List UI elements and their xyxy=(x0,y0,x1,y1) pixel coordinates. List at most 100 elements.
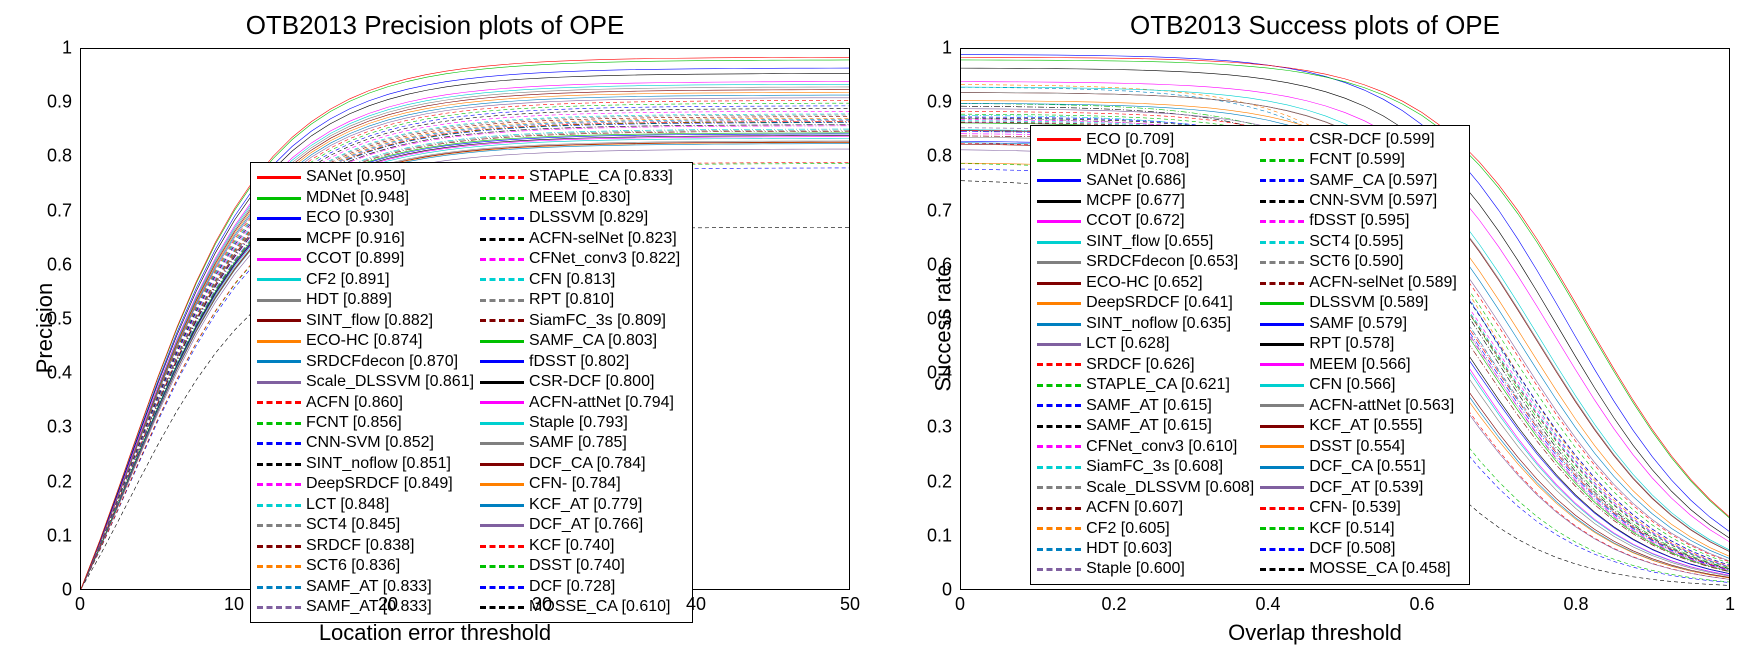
legend-row: Scale_DLSSVM [0.608] xyxy=(1037,478,1254,498)
legend-label: SCT6 [0.836] xyxy=(306,556,400,576)
legend-row: DeepSRDCF [0.641] xyxy=(1037,293,1254,313)
legend-label: CSR-DCF [0.599] xyxy=(1309,130,1434,150)
legend-label: MEEM [0.830] xyxy=(529,188,630,208)
legend-row: ACFN-attNet [0.563] xyxy=(1260,396,1457,416)
legend-swatch xyxy=(257,258,301,261)
legend-swatch xyxy=(257,217,301,220)
legend-label: CCOT [0.672] xyxy=(1086,211,1184,231)
xtick: 0.4 xyxy=(1255,594,1280,615)
legend-label: MDNet [0.948] xyxy=(306,188,409,208)
legend-swatch xyxy=(1037,384,1081,387)
legend-label: MOSSE_CA [0.458] xyxy=(1309,559,1450,579)
legend-swatch xyxy=(257,299,301,302)
legend-row: SCT6 [0.836] xyxy=(257,556,474,576)
legend-row: Staple [0.793] xyxy=(480,413,680,433)
ytick: 0.9 xyxy=(927,92,952,113)
legend-row: CF2 [0.891] xyxy=(257,270,474,290)
ytick: 0.5 xyxy=(47,309,72,330)
legend-label: KCF_AT [0.555] xyxy=(1309,416,1422,436)
legend-label: Staple [0.600] xyxy=(1086,559,1185,579)
legend-swatch xyxy=(1260,445,1304,448)
legend-swatch xyxy=(1260,282,1304,285)
xtick: 40 xyxy=(686,594,706,615)
legend-label: HDT [0.889] xyxy=(306,290,392,310)
legend-label: SCT6 [0.590] xyxy=(1309,252,1403,272)
legend-row: MCPF [0.677] xyxy=(1037,191,1254,211)
precision-panel: OTB2013 Precision plots of OPE Precision… xyxy=(10,10,860,646)
legend-row: CFNet_conv3 [0.822] xyxy=(480,249,680,269)
legend-swatch xyxy=(480,176,524,179)
legend-row: SINT_noflow [0.635] xyxy=(1037,314,1254,334)
legend-label: ACFN-selNet [0.823] xyxy=(529,229,677,249)
legend-swatch xyxy=(480,238,524,241)
legend-label: Scale_DLSSVM [0.608] xyxy=(1086,478,1254,498)
legend-row: CFN- [0.784] xyxy=(480,474,680,494)
legend-label: DCF_CA [0.551] xyxy=(1309,457,1426,477)
legend-row: DCF_CA [0.551] xyxy=(1260,457,1457,477)
legend-row: KCF_AT [0.779] xyxy=(480,495,680,515)
precision-plot-area: SANet [0.950]MDNet [0.948]ECO [0.930]MCP… xyxy=(80,48,850,590)
legend-label: SRDCFdecon [0.870] xyxy=(306,352,458,372)
legend-label: ACFN [0.860] xyxy=(306,393,403,413)
ytick: 0.8 xyxy=(927,146,952,167)
precision-xticks: 01020304050 xyxy=(80,594,850,616)
legend-label: CF2 [0.891] xyxy=(306,270,390,290)
legend-row: HDT [0.603] xyxy=(1037,539,1254,559)
legend-label: SANet [0.686] xyxy=(1086,171,1186,191)
legend-row: DSST [0.740] xyxy=(480,556,680,576)
ytick: 0.1 xyxy=(47,525,72,546)
ytick: 0.8 xyxy=(47,146,72,167)
legend-label: HDT [0.603] xyxy=(1086,539,1172,559)
legend-label: KCF [0.514] xyxy=(1309,519,1394,539)
xtick: 10 xyxy=(224,594,244,615)
legend-row: DCF_AT [0.539] xyxy=(1260,478,1457,498)
legend-swatch xyxy=(1037,282,1081,285)
legend-label: SAMF_AT [0.615] xyxy=(1086,416,1212,436)
legend-swatch xyxy=(1037,363,1081,366)
legend-row: SAMF [0.785] xyxy=(480,433,680,453)
legend-swatch xyxy=(1037,404,1081,407)
legend-swatch xyxy=(1260,425,1304,428)
legend-label: DeepSRDCF [0.641] xyxy=(1086,293,1233,313)
legend-swatch xyxy=(480,565,524,568)
ytick: 0 xyxy=(942,580,952,601)
legend-label: SRDCF [0.626] xyxy=(1086,355,1194,375)
legend-row: SAMF_AT [0.615] xyxy=(1037,416,1254,436)
legend-row: DSST [0.554] xyxy=(1260,437,1457,457)
success-plot-area: ECO [0.709]MDNet [0.708]SANet [0.686]MCP… xyxy=(960,48,1730,590)
legend-swatch xyxy=(1260,384,1304,387)
legend-label: SAMF_AT [0.615] xyxy=(1086,396,1212,416)
legend-row: CFN- [0.539] xyxy=(1260,498,1457,518)
legend-swatch xyxy=(1037,486,1081,489)
legend-swatch xyxy=(1260,200,1304,203)
legend-swatch xyxy=(257,483,301,486)
legend-swatch xyxy=(480,360,524,363)
legend-swatch xyxy=(1037,425,1081,428)
legend-swatch xyxy=(257,545,301,548)
legend-row: FCNT [0.856] xyxy=(257,413,474,433)
legend-row: CCOT [0.899] xyxy=(257,249,474,269)
xtick: 1 xyxy=(1725,594,1735,615)
legend-label: ACFN-attNet [0.794] xyxy=(529,393,674,413)
legend-swatch xyxy=(257,360,301,363)
legend-swatch xyxy=(1260,220,1304,223)
legend-swatch xyxy=(480,217,524,220)
legend-row: SANet [0.686] xyxy=(1037,171,1254,191)
legend-row: Staple [0.600] xyxy=(1037,559,1254,579)
legend-label: ECO [0.930] xyxy=(306,208,394,228)
legend-swatch xyxy=(480,483,524,486)
legend-swatch xyxy=(1260,179,1304,182)
success-panel: OTB2013 Success plots of OPE Success rat… xyxy=(890,10,1740,646)
legend-label: KCF_AT [0.779] xyxy=(529,495,642,515)
legend-row: SAMF_CA [0.597] xyxy=(1260,171,1457,191)
legend-swatch xyxy=(1260,302,1304,305)
legend-swatch xyxy=(1037,323,1081,326)
legend-column: STAPLE_CA [0.833]MEEM [0.830]DLSSVM [0.8… xyxy=(480,167,680,617)
legend-swatch xyxy=(1037,568,1081,571)
legend-label: CCOT [0.899] xyxy=(306,249,404,269)
legend-row: ECO [0.930] xyxy=(257,208,474,228)
ytick: 1 xyxy=(942,38,952,59)
legend-swatch xyxy=(1260,261,1304,264)
legend-swatch xyxy=(257,565,301,568)
legend-row: fDSST [0.802] xyxy=(480,352,680,372)
